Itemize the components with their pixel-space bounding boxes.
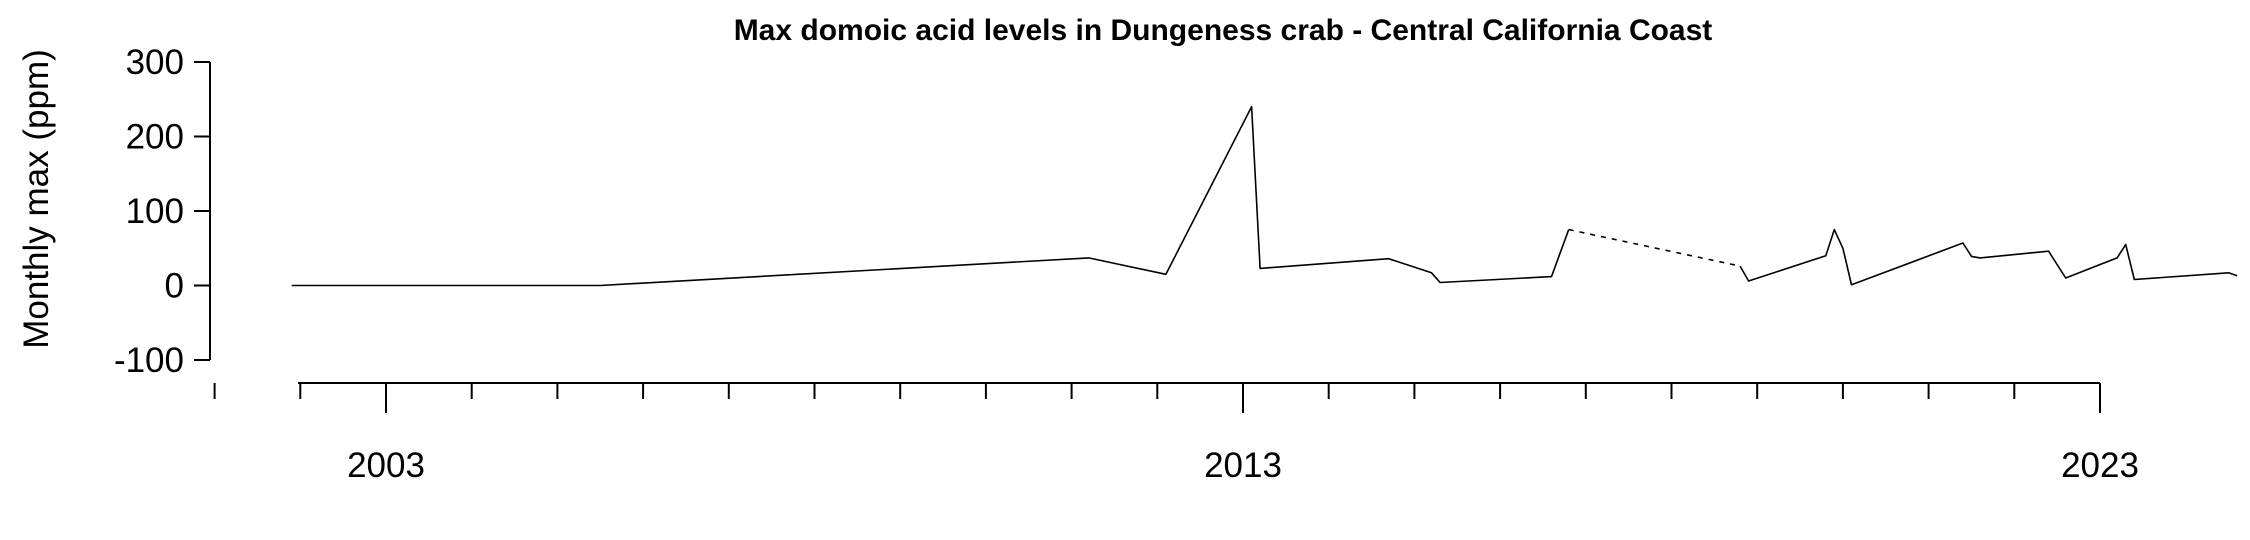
x-tick-label: 2013 [1204, 446, 1282, 485]
series-gap-line [1568, 228, 1741, 267]
y-axis: 300 200 100 0 -100 [114, 43, 211, 380]
x-tick-label: 2023 [2061, 446, 2139, 485]
chart-title: Max domoic acid levels in Dungeness crab… [734, 14, 1713, 47]
x-axis: 2003 2013 2023 [213, 382, 2139, 485]
y-tick-label: 100 [126, 192, 184, 231]
y-tick-label: 300 [126, 43, 184, 82]
x-tick-label: 2003 [347, 446, 425, 485]
y-tick-label: 0 [165, 267, 184, 306]
series-line [1739, 228, 2238, 286]
series-line [291, 105, 1570, 287]
y-tick-label: -100 [114, 341, 184, 380]
plot-series [291, 105, 2238, 287]
y-axis-label: Monthly max (ppm) [17, 49, 56, 349]
y-tick-label: 200 [126, 118, 184, 157]
